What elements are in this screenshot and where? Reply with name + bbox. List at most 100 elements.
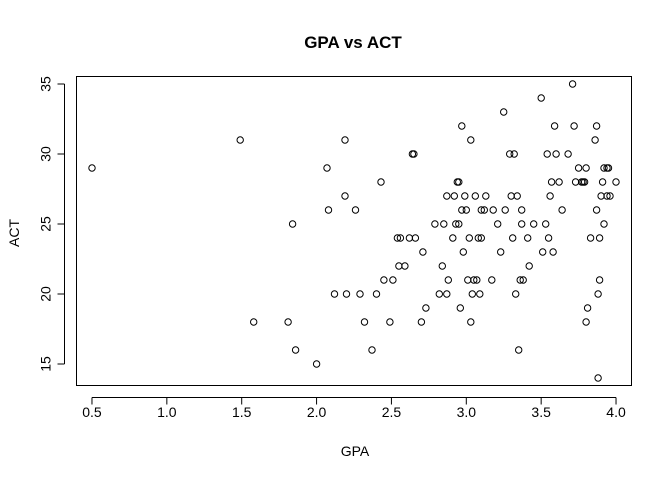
data-point: [600, 164, 608, 172]
x-tick-label: 3.5: [531, 404, 551, 420]
y-tick-label: 15: [38, 356, 54, 372]
data-point: [507, 192, 515, 200]
data-point: [386, 318, 394, 326]
data-point: [550, 122, 559, 130]
data-point: [435, 290, 443, 298]
data-point: [452, 220, 460, 228]
data-point: [482, 192, 490, 200]
data-point: [603, 192, 611, 200]
chart-title: GPA vs ACT: [304, 33, 402, 52]
data-point: [464, 276, 472, 284]
data-point: [592, 206, 601, 214]
data-point: [473, 276, 481, 284]
data-point: [582, 164, 590, 172]
x-tick-label: 1.0: [157, 404, 177, 420]
data-point: [342, 290, 351, 298]
data-point: [518, 206, 526, 214]
y-axis: 15 20 25 30 35: [38, 76, 65, 372]
data-point: [288, 220, 297, 228]
data-point: [368, 346, 376, 354]
x-tick-label: 3.0: [457, 404, 477, 420]
data-point: [606, 192, 614, 200]
data-point: [341, 136, 349, 144]
data-point: [571, 178, 580, 186]
data-point: [438, 262, 446, 270]
y-tick-label: 30: [38, 146, 54, 162]
data-point: [443, 192, 451, 200]
data-point: [524, 234, 532, 242]
data-point: [330, 290, 339, 298]
data-point: [380, 276, 388, 284]
data-point: [477, 206, 485, 214]
data-point: [512, 290, 520, 298]
data-point: [542, 220, 550, 228]
data-point: [516, 276, 524, 284]
data-point: [450, 192, 458, 200]
data-point: [530, 220, 538, 228]
data-point: [324, 206, 333, 214]
data-point: [568, 80, 577, 88]
y-tick-label: 20: [38, 286, 54, 302]
data-point: [417, 318, 426, 326]
data-point: [519, 276, 527, 284]
data-point: [377, 178, 385, 186]
data-point: [356, 290, 364, 298]
data-point: [604, 164, 613, 172]
data-point: [250, 318, 258, 326]
data-point: [500, 108, 508, 116]
data-point: [555, 178, 563, 186]
data-point: [284, 318, 292, 326]
data-point: [312, 360, 321, 368]
data-point: [410, 150, 418, 158]
data-point: [396, 234, 405, 242]
data-point: [595, 234, 604, 242]
data-point: [422, 304, 430, 312]
data-point: [582, 318, 590, 326]
data-point: [468, 290, 476, 298]
data-point: [570, 122, 578, 130]
data-point: [456, 304, 464, 312]
data-point: [564, 150, 572, 158]
data-point: [510, 150, 518, 158]
data-point: [323, 164, 331, 172]
data-point: [465, 234, 473, 242]
data-point: [591, 136, 599, 144]
data-point: [88, 164, 96, 172]
data-point: [525, 262, 533, 270]
data-point: [543, 150, 551, 158]
data-point: [612, 178, 620, 186]
data-point: [552, 150, 560, 158]
data-point: [449, 234, 457, 242]
x-tick-label: 1.5: [232, 404, 252, 420]
y-axis-label: ACT: [6, 219, 22, 247]
data-point: [408, 150, 417, 158]
data-point: [549, 248, 557, 256]
data-point: [405, 234, 414, 242]
data-point: [443, 290, 451, 298]
data-point: [291, 346, 300, 354]
data-point: [236, 136, 244, 144]
data-point: [372, 290, 381, 298]
x-axis: 0.5 1.0 1.5 2.0 2.5 3.0 3.5 4.0: [82, 397, 626, 420]
data-point: [458, 206, 466, 214]
data-point: [537, 94, 545, 102]
data-point: [580, 178, 589, 186]
y-tick-label: 25: [38, 216, 54, 232]
data-point: [393, 234, 402, 242]
data-point: [395, 262, 403, 270]
data-point: [583, 304, 592, 312]
data-point: [401, 262, 409, 270]
data-point: [455, 220, 463, 228]
data-point: [509, 234, 517, 242]
data-point: [360, 318, 369, 326]
data-point: [467, 136, 475, 144]
data-point: [574, 164, 583, 172]
plot-frame: [76, 76, 632, 386]
data-point: [513, 192, 521, 200]
data-point: [501, 206, 509, 214]
data-point: [477, 234, 485, 242]
data-point: [497, 248, 505, 256]
data-point: [389, 276, 397, 284]
data-point: [351, 206, 360, 214]
data-point: [579, 178, 587, 186]
